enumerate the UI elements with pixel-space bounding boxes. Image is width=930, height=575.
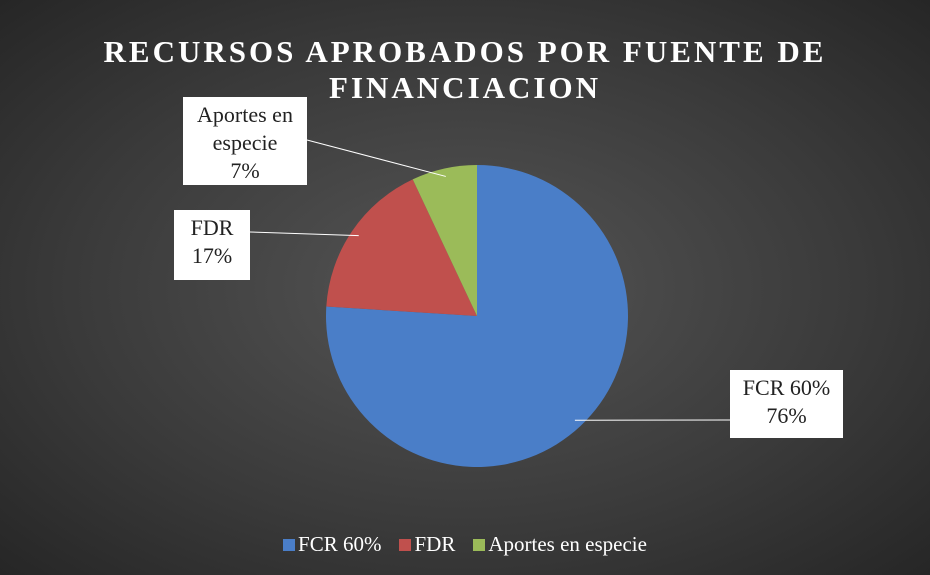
data-label: FDR 17% xyxy=(174,210,250,280)
data-label-category: FDR xyxy=(190,215,234,240)
legend-label: FCR 60% xyxy=(298,532,382,556)
pie-slice xyxy=(326,179,477,316)
data-label: Aportes en especie 7% xyxy=(183,97,307,185)
leader-line xyxy=(306,139,446,177)
legend-swatch xyxy=(283,538,296,551)
legend-swatch xyxy=(473,538,486,551)
legend-label: Aportes en especie xyxy=(488,532,647,556)
legend-swatch xyxy=(399,538,412,551)
chart-title: RECURSOS APROBADOS POR FUENTE DE FINANCI… xyxy=(103,34,827,105)
legend-item: FCR 60% xyxy=(283,532,381,557)
data-label-category: FCR 60% xyxy=(742,375,831,400)
legend: FCR 60% FDR Aportes en especie xyxy=(0,532,930,557)
data-label-category: Aportes en especie xyxy=(197,102,293,155)
pie-slice xyxy=(412,165,477,316)
data-label-value: 7% xyxy=(230,158,260,183)
legend-label: FDR xyxy=(414,532,456,556)
data-label-value: 17% xyxy=(191,243,233,268)
data-label-value: 76% xyxy=(766,403,807,428)
leader-line xyxy=(249,231,359,237)
data-label: FCR 60% 76% xyxy=(730,370,843,438)
legend-item: Aportes en especie xyxy=(473,532,647,557)
legend-item: FDR xyxy=(399,532,455,557)
